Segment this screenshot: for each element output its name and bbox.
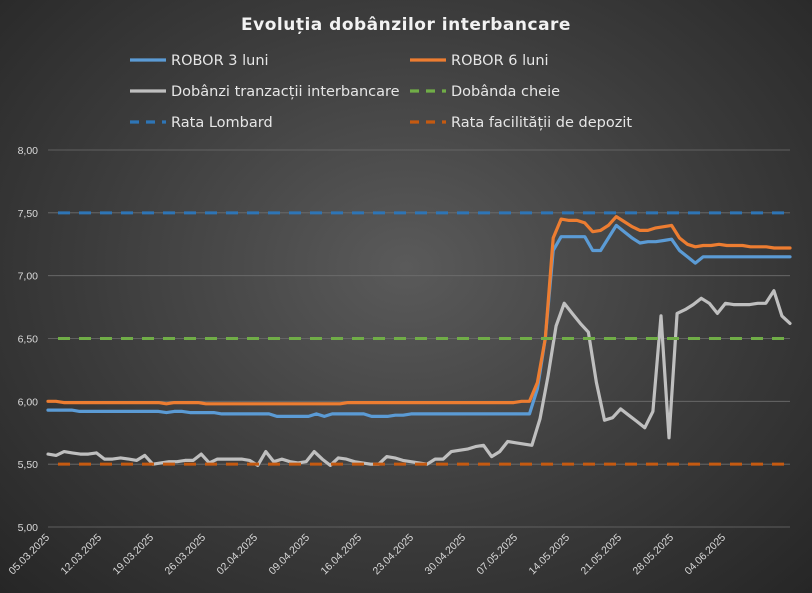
series-line-2: [46, 289, 792, 467]
series-line-0: [46, 223, 792, 418]
x-tick-label: 28.05.2025: [630, 532, 676, 578]
legend-label-0: ROBOR 3 luni: [171, 53, 269, 69]
series-line-1: [46, 215, 792, 406]
x-tick-label: 09.04.2025: [266, 532, 312, 578]
legend-label-1: ROBOR 6 luni: [451, 53, 549, 69]
y-tick-label: 5,00: [18, 522, 39, 534]
chart-title: Evoluția dobânzilor interbancare: [241, 15, 571, 35]
y-axis: 5,00 5,50 6,00 6,50 7,00 7,50 8,00: [18, 145, 39, 534]
y-tick-label: 7,50: [18, 208, 39, 220]
legend-label-4: Rata Lombard: [171, 115, 273, 131]
legend-label-2: Dobânzi tranzacții interbancare: [171, 84, 400, 100]
x-tick-label: 26.03.2025: [162, 532, 208, 578]
x-tick-label: 07.05.2025: [474, 532, 520, 578]
x-tick-label: 14.05.2025: [526, 532, 572, 578]
x-tick-label: 05.03.2025: [6, 532, 52, 578]
x-tick-label: 04.06.2025: [682, 532, 728, 578]
series-group: [46, 211, 792, 467]
x-tick-label: 16.04.2025: [318, 532, 364, 578]
x-tick-label: 02.04.2025: [214, 532, 260, 578]
x-tick-label: 23.04.2025: [370, 532, 416, 578]
legend: ROBOR 3 luni ROBOR 6 luni Dobânzi tranzacț…: [130, 53, 632, 131]
y-tick-label: 8,00: [18, 145, 39, 157]
x-tick-label: 21.05.2025: [578, 532, 624, 578]
y-tick-label: 7,00: [18, 271, 39, 283]
x-tick-label: 30.04.2025: [422, 532, 468, 578]
y-tick-label: 6,50: [18, 334, 39, 346]
x-tick-label: 12.03.2025: [58, 532, 104, 578]
legend-label-3: Dobânda cheie: [451, 84, 560, 100]
legend-label-5: Rata facilității de depozit: [451, 115, 632, 131]
y-tick-label: 6,00: [18, 396, 39, 408]
x-axis: 05.03.2025 12.03.2025 19.03.2025 26.03.2025…: [6, 532, 728, 578]
x-tick-label: 19.03.2025: [110, 532, 156, 578]
y-tick-label: 5,50: [18, 459, 39, 471]
